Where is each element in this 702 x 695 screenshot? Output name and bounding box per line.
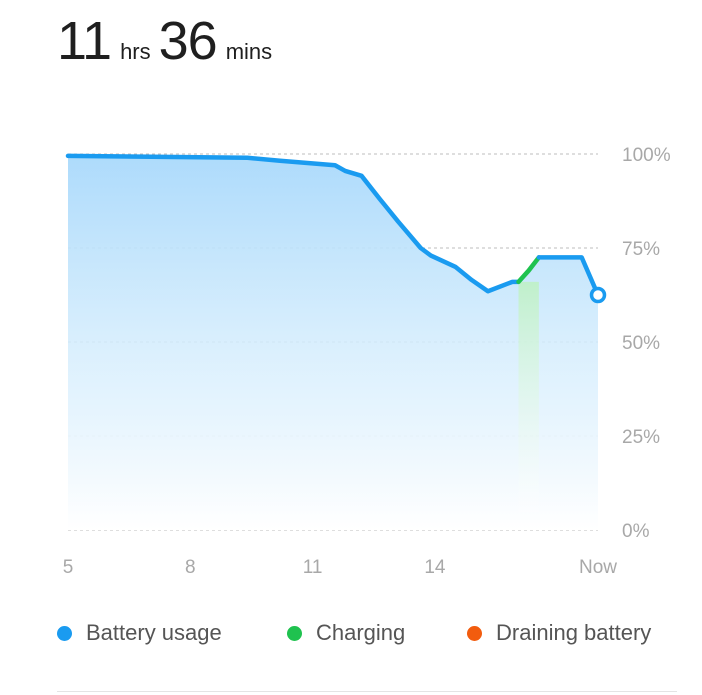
legend-label-charging: Charging <box>316 620 406 645</box>
legend-label-draining-battery: Draining battery <box>496 620 652 645</box>
x-tick-label: 8 <box>185 557 196 578</box>
legend-item-charging: Charging <box>287 620 405 646</box>
y-tick-label: 100% <box>622 145 671 166</box>
hours-unit: hrs <box>120 39 151 64</box>
minutes-unit: mins <box>225 39 273 64</box>
charging-band <box>518 281 539 512</box>
battery-chart: 100% 75% 50% 25% 0% 5 8 11 14 Now <box>63 145 671 578</box>
battery-area-fill <box>68 155 598 530</box>
x-tick-label: 11 <box>303 557 323 578</box>
draining-battery-dot-icon <box>467 625 482 641</box>
battery-usage-line <box>536 255 601 298</box>
current-level-marker <box>589 286 607 304</box>
x-tick-label: 5 <box>63 557 74 578</box>
y-axis-labels: 100% 75% 50% 25% 0% <box>622 145 671 542</box>
legend-item-battery-usage: Battery usage <box>57 620 222 646</box>
y-tick-label: 50% <box>622 333 660 354</box>
legend-item-draining-battery: Draining battery <box>467 620 651 646</box>
line-layer <box>65 153 607 304</box>
hours-value: 11 <box>57 11 112 71</box>
chart-legend: Battery usage Charging Draining battery <box>57 620 677 656</box>
battery-usage-dot-icon <box>57 625 72 641</box>
screen-time-duration: 11 hrs 36 mins <box>57 10 280 80</box>
y-tick-label: 0% <box>622 521 650 542</box>
battery-usage-line <box>65 153 521 294</box>
area-layer <box>68 155 598 530</box>
x-tick-label: 14 <box>424 557 446 578</box>
legend-label-battery-usage: Battery usage <box>86 620 222 645</box>
x-axis-labels: 5 8 11 14 Now <box>63 557 618 578</box>
minutes-value: 36 <box>158 11 218 71</box>
charging-dot-icon <box>287 625 302 641</box>
divider <box>57 691 677 692</box>
y-tick-label: 75% <box>622 239 660 260</box>
x-tick-label: Now <box>579 557 617 578</box>
charging-line <box>516 255 542 285</box>
y-tick-label: 25% <box>622 427 660 448</box>
